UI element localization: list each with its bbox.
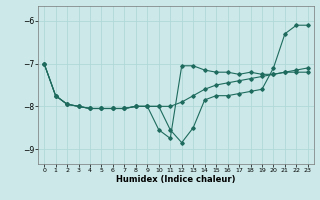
X-axis label: Humidex (Indice chaleur): Humidex (Indice chaleur)	[116, 175, 236, 184]
